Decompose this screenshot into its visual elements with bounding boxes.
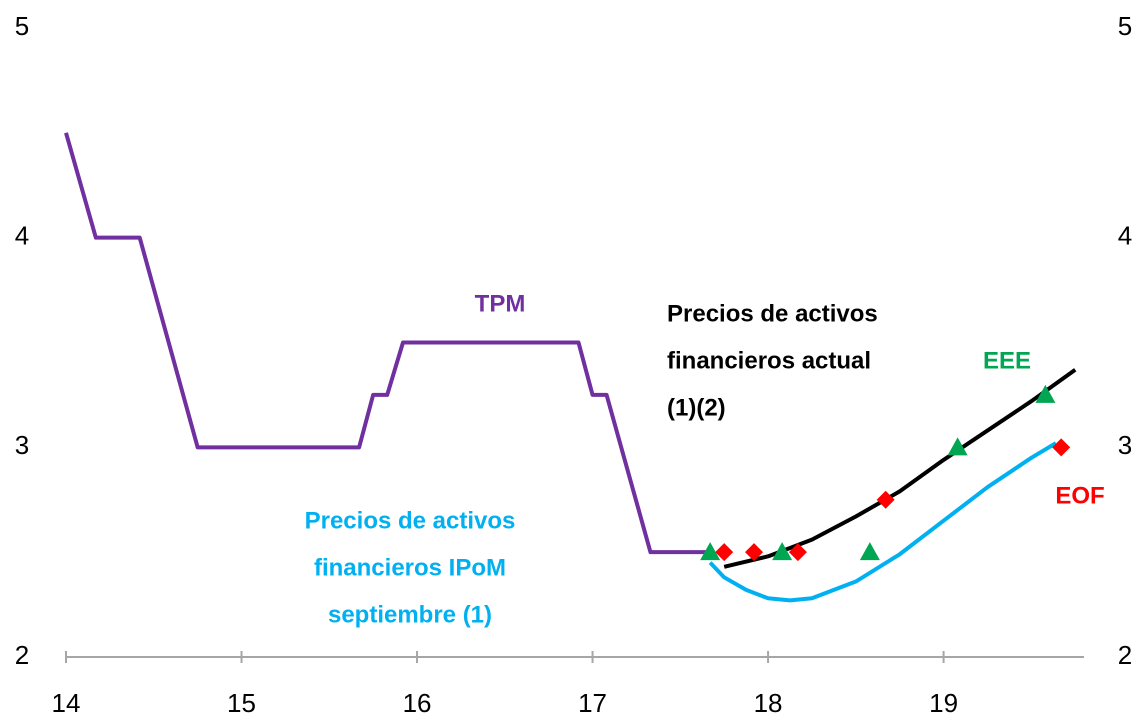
x-tick-label: 16 <box>403 688 432 718</box>
series-label: Precios de activos <box>667 300 878 327</box>
data-point <box>876 490 895 509</box>
series-label: financieros IPoM <box>314 554 506 581</box>
y2-tick-label: 3 <box>1118 430 1132 460</box>
y2-tick-label: 2 <box>1118 640 1132 670</box>
data-point <box>788 543 807 562</box>
data-point <box>745 543 764 562</box>
x-tick-label: 17 <box>578 688 607 718</box>
y2-tick-label: 4 <box>1118 221 1132 251</box>
x-tick-label: 18 <box>754 688 783 718</box>
data-point <box>947 437 968 456</box>
series-label: Precios de activos <box>305 507 516 534</box>
series-label: financieros actual <box>667 347 871 374</box>
data-point <box>700 542 721 561</box>
y-tick-label: 4 <box>15 221 29 251</box>
x-tick-label: 15 <box>227 688 256 718</box>
series-label: (1)(2) <box>667 394 726 421</box>
y-tick-label: 3 <box>15 430 29 460</box>
y2-tick-label: 5 <box>1118 11 1132 41</box>
y-tick-label: 2 <box>15 640 29 670</box>
data-point <box>1035 384 1056 403</box>
series-label: EEE <box>983 347 1031 374</box>
series-line <box>708 441 1057 603</box>
x-tick-label: 14 <box>52 688 81 718</box>
y-tick-label: 5 <box>15 11 29 41</box>
data-point <box>1052 438 1071 457</box>
data-point <box>859 542 880 561</box>
series-line <box>723 368 1077 569</box>
data-point <box>715 543 734 562</box>
series-label: EOF <box>1055 482 1104 509</box>
series-label: septiembre (1) <box>328 601 492 628</box>
data-point <box>772 542 793 561</box>
x-tick-label: 19 <box>929 688 958 718</box>
series-line <box>64 132 711 555</box>
series-label: TPM <box>475 290 526 317</box>
